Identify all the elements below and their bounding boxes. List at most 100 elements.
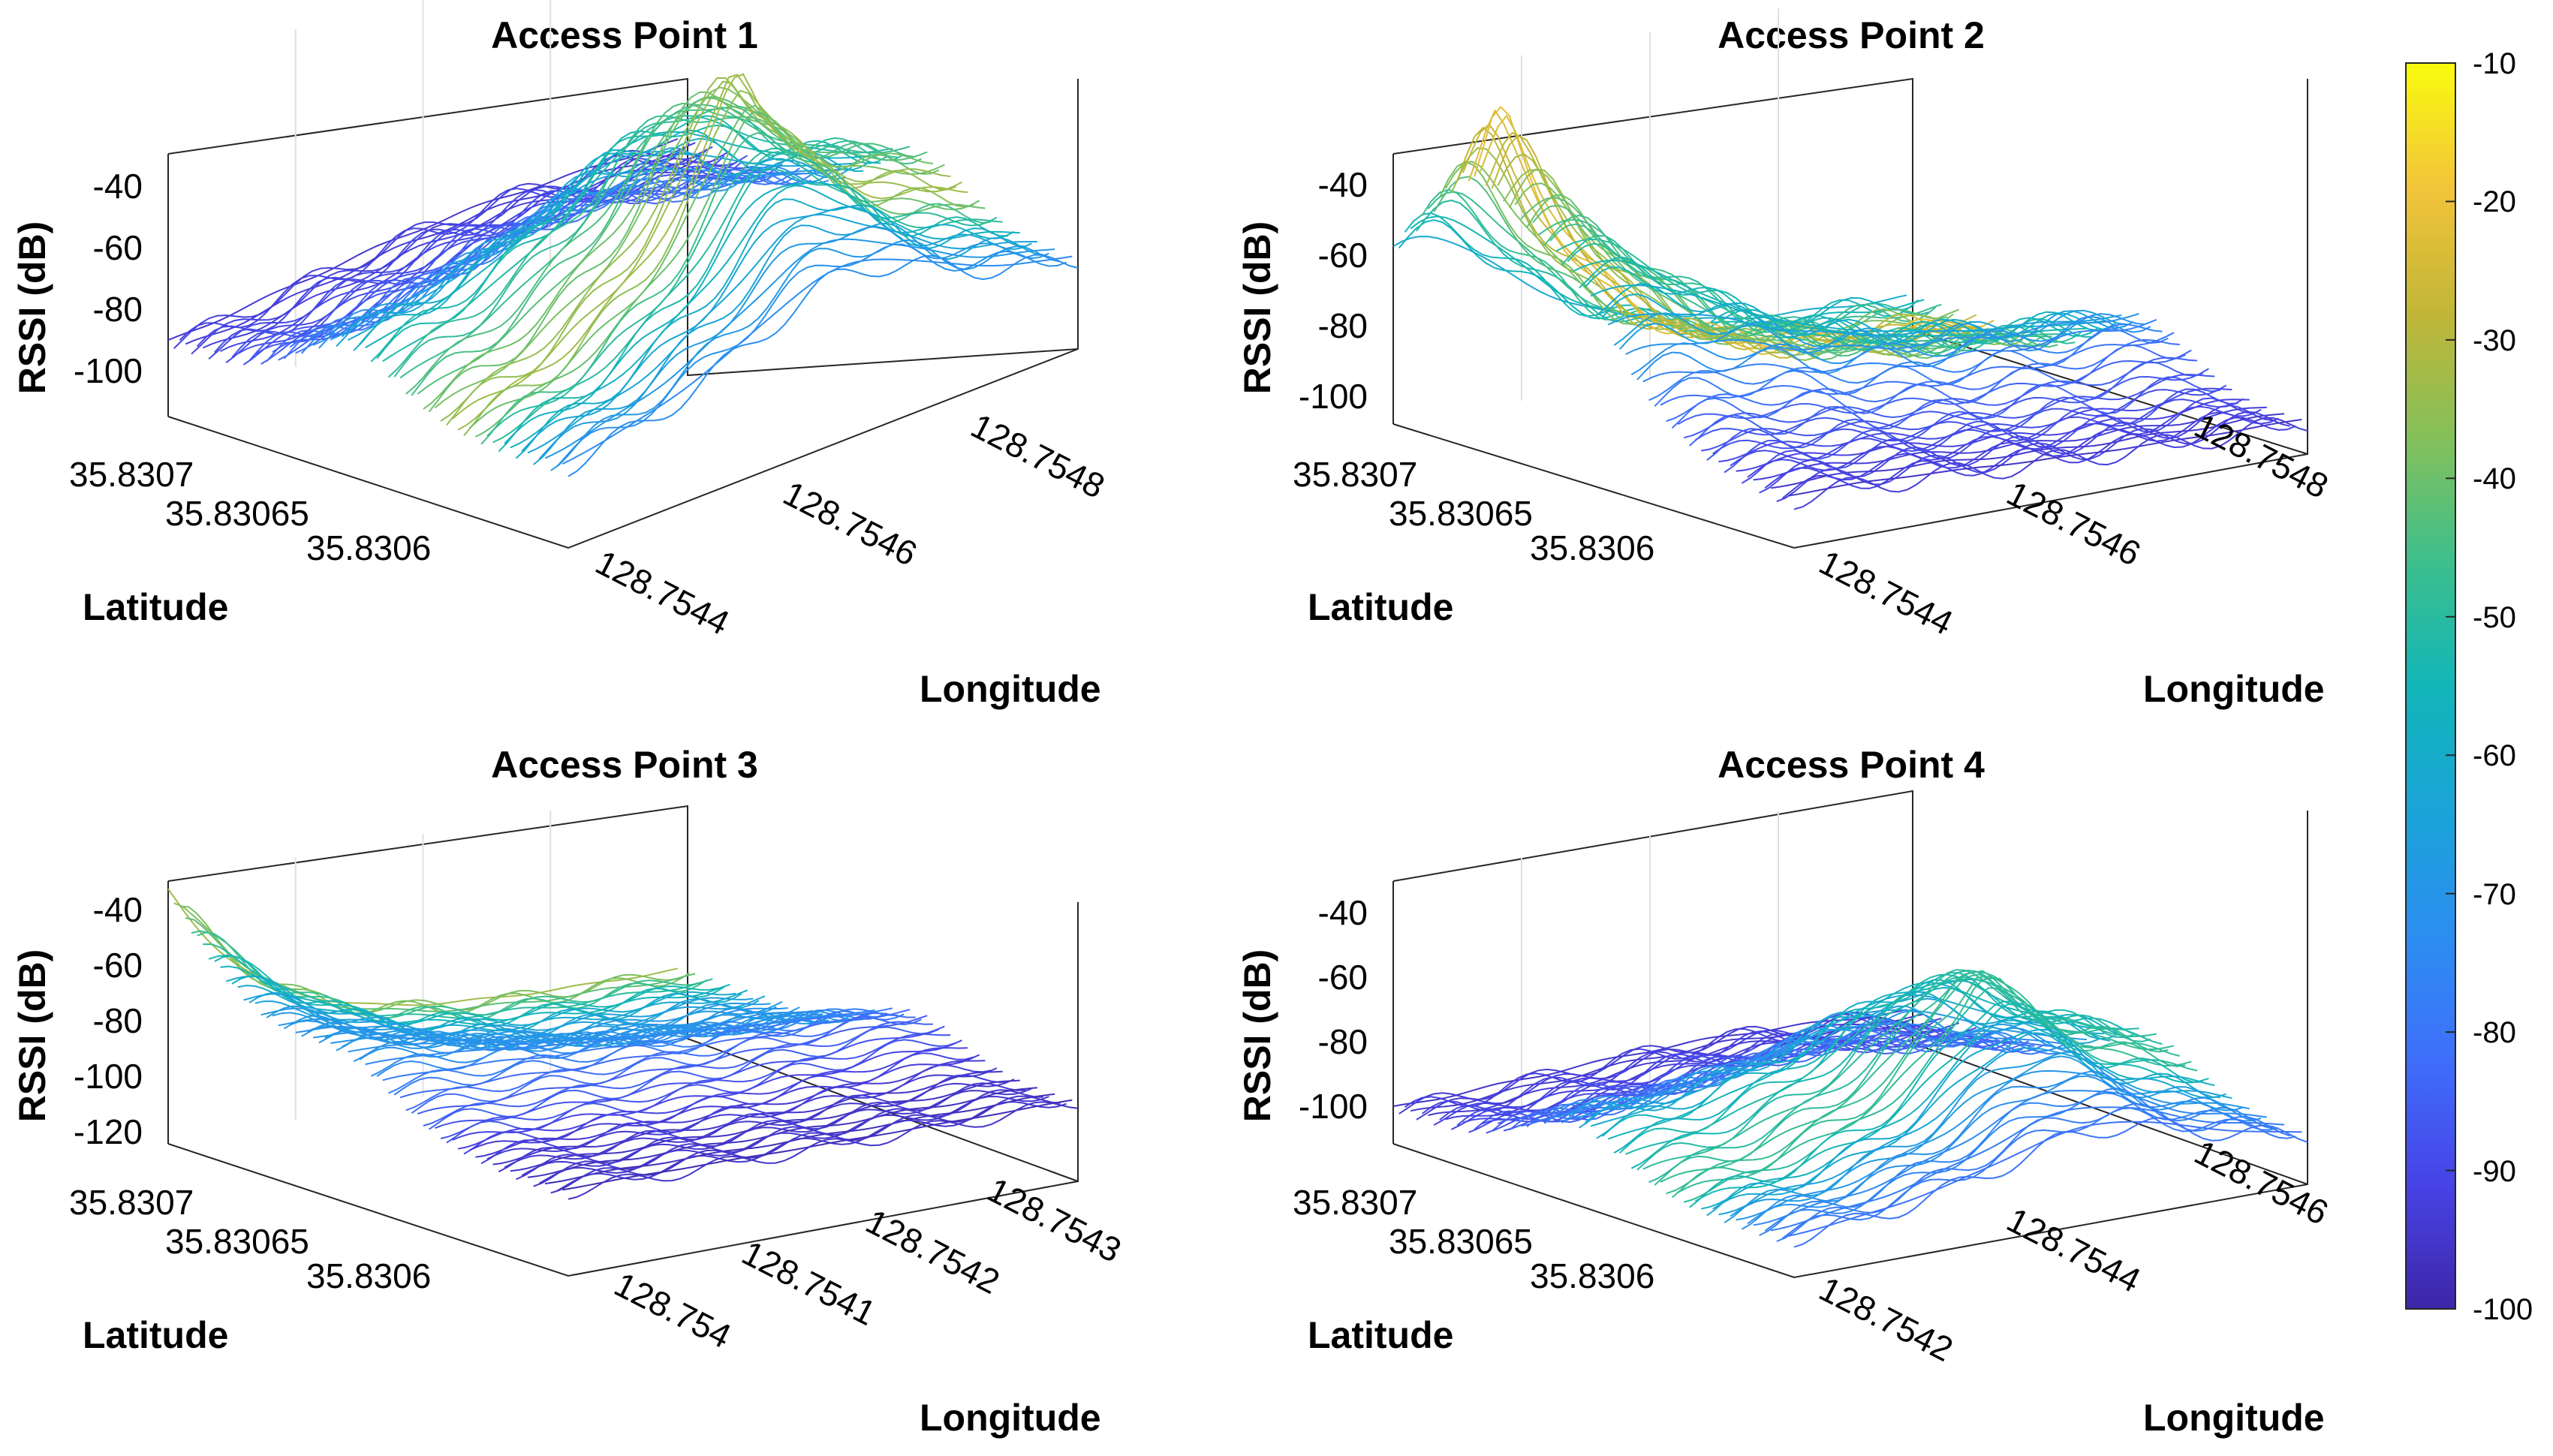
surface-slice: [1700, 1019, 2215, 1210]
surface-slice: [185, 917, 696, 1012]
subplot-1-ztick: -100: [74, 351, 143, 390]
colorbar-tick-label: -80: [2473, 1016, 2516, 1049]
colorbar-gradient: [2405, 62, 2456, 1310]
surface-slice: [405, 102, 916, 395]
subplot-2-box: [1392, 77, 2308, 549]
surface-slice: [1427, 191, 1942, 332]
surface-slice: [1764, 411, 2279, 489]
surface-slice: [399, 1009, 911, 1099]
surface-slice: [492, 1070, 1003, 1166]
surface-slice: [556, 1101, 1067, 1192]
surface-slice: [1404, 1013, 1919, 1108]
colorbar-tick-label: -100: [2473, 1293, 2533, 1326]
colorbar-tick-label: -90: [2473, 1155, 2516, 1188]
subplot-2-back-frame: [1392, 77, 2308, 455]
surface-slice: [1741, 397, 2256, 484]
subplot-1-zlabel: RSSI (dB): [11, 221, 53, 395]
subplot-4-lat-tick: 35.83065: [1389, 1222, 1533, 1261]
surface-slice: [452, 1039, 962, 1141]
subplot-2-surface: [1392, 106, 2308, 510]
subplot-4-title: Access Point 4: [1718, 744, 1985, 786]
subplot-4-ylabel: Longitude: [2143, 1397, 2325, 1439]
colorbar-tick-label: -50: [2473, 601, 2516, 634]
surface-slice: [1474, 1027, 1989, 1130]
surface-slice: [283, 168, 794, 359]
surface-slice: [1398, 1011, 1913, 1115]
surface-slice: [1788, 419, 2302, 497]
subplot-4-ztick: -60: [1318, 958, 1368, 997]
surface-slice: [1416, 199, 1931, 336]
surface-slice: [1590, 994, 2105, 1127]
subplot-2-ylabel: Longitude: [2143, 668, 2325, 710]
subplot-2-ztick: -60: [1318, 236, 1368, 275]
surface-slice: [533, 1089, 1043, 1187]
subplot-4-ztick: -40: [1318, 893, 1368, 932]
surface-slice: [428, 97, 939, 413]
surface-slice: [348, 150, 858, 341]
subplot-1-lat-tick: 35.83065: [165, 494, 309, 533]
surface-slice: [1648, 323, 2163, 402]
surface-slice: [1712, 1032, 2226, 1210]
surface-slice: [1444, 161, 1960, 338]
surface-slice: [179, 143, 691, 341]
subplot-1-lat-tick: 35.8307: [69, 455, 194, 494]
subplot-2-lat-tick: 35.8306: [1530, 528, 1654, 567]
subplot-4-xlabel: Latitude: [1308, 1314, 1453, 1356]
subplot-4-zlabel: RSSI (dB): [1236, 949, 1278, 1123]
subplot-4: Access Point 4 -40 -60 -80 -100 RSSI (dB…: [1236, 744, 2335, 1439]
surface-slice: [1701, 373, 2215, 452]
surface-slice: [504, 1078, 1015, 1169]
surface-slice: [510, 1079, 1020, 1172]
surface-slice: [185, 142, 696, 345]
surface-slice: [562, 1099, 1073, 1191]
subplot-4-lon-tick: 128.7546: [2188, 1133, 2335, 1232]
subplot-1-lon-tick: 128.7546: [777, 474, 923, 573]
subplot-4-front-frame: [1392, 811, 2308, 1279]
surface-slice: [555, 243, 1067, 468]
surface-slice: [1781, 417, 2296, 499]
subplot-4-lat-tick: 35.8307: [1293, 1183, 1417, 1222]
colorbar-tick-label: -70: [2473, 878, 2516, 911]
subplot-2-lon-tick: 128.7548: [2188, 406, 2335, 506]
colorbar-tick-label: -60: [2473, 739, 2516, 772]
subplot-4-lon-tick: 128.7542: [1813, 1269, 1959, 1369]
surface-slice: [376, 1009, 887, 1077]
surface-slice: [434, 86, 945, 409]
surface-slice: [538, 1096, 1049, 1184]
subplot-1-xlabel: Latitude: [83, 586, 228, 628]
colorbar-tick-label: -40: [2473, 462, 2516, 495]
surface-slice: [1613, 309, 2128, 347]
subplot-2-ztick: -100: [1299, 377, 1368, 416]
subplot-2-front-frame: [1392, 79, 2308, 549]
subplot-3-lon-tick: 128.7541: [736, 1233, 882, 1333]
subplot-3-lat-tick: 35.83065: [165, 1222, 309, 1261]
surface-slice: [173, 902, 684, 1013]
surface-slice: [474, 111, 986, 438]
surface-slice: [451, 74, 962, 420]
surface-slice: [544, 238, 1055, 459]
surface-slice: [561, 255, 1073, 465]
surface-slice: [475, 1060, 986, 1158]
subplot-2-lat-tick: 35.8307: [1293, 455, 1417, 494]
surface-slice: [1573, 259, 2087, 338]
subplot-3-lat-tick: 35.8306: [306, 1256, 431, 1295]
surface-slice: [1549, 1018, 2064, 1115]
subplot-1-front-frame: [167, 79, 1079, 549]
surface-slice: [434, 1025, 945, 1130]
subplot-1-ztick: -40: [93, 167, 143, 206]
surface-slice: [191, 153, 702, 355]
subplot-3-lon-tick: 128.7542: [860, 1202, 1006, 1301]
surface-slice: [1630, 978, 2145, 1169]
subplot-3-ztick: -100: [74, 1057, 143, 1096]
surface-slice: [1694, 1003, 2209, 1202]
surface-slice: [1677, 349, 2192, 426]
surface-slice: [220, 965, 730, 1025]
surface-slice: [1462, 123, 1977, 344]
subplot-2-zlabel: RSSI (dB): [1236, 221, 1278, 395]
surface-slice: [538, 225, 1049, 460]
surface-slice: [463, 89, 974, 437]
subplot-1-ztick: -60: [93, 228, 143, 267]
surface-slice: [411, 106, 922, 396]
surface-slice: [1584, 266, 2099, 344]
